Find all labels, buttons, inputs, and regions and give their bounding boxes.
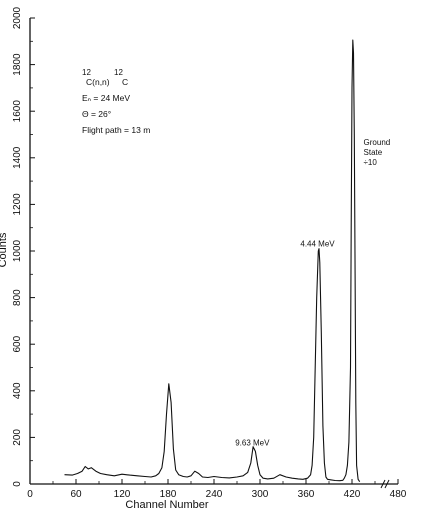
x-tick-label: 480 bbox=[390, 489, 407, 500]
reaction-mass-pre: 12 bbox=[82, 68, 91, 77]
x-tick-label: 300 bbox=[252, 489, 269, 500]
condition-line: Θ = 26° bbox=[82, 109, 111, 119]
x-tick-label: 60 bbox=[70, 489, 82, 500]
spectrum-series-line bbox=[64, 39, 361, 483]
peak-label: 4.44 MeV bbox=[300, 239, 335, 248]
peak-labels: 9.63 MeV 4.44 MeV Ground State ÷10 bbox=[235, 138, 390, 448]
reaction-core: C(n,n) bbox=[86, 77, 110, 87]
peak-label: Ground State ÷10 bbox=[364, 138, 391, 167]
y-tick-label: 1000 bbox=[12, 239, 23, 262]
y-tick-label: 400 bbox=[12, 382, 23, 399]
y-tick-label: 1400 bbox=[12, 146, 23, 169]
y-tick-label: 0 bbox=[12, 481, 23, 487]
x-tick-label: 120 bbox=[114, 489, 131, 500]
x-tick-label: 420 bbox=[344, 489, 361, 500]
reaction-annotation: 12 C(n,n) 12 C bbox=[82, 68, 128, 87]
y-tick-label: 200 bbox=[12, 429, 23, 446]
y-tick-label: 600 bbox=[12, 335, 23, 352]
x-tick-label: 0 bbox=[27, 489, 33, 500]
y-tick-label: 1800 bbox=[12, 53, 23, 76]
y-tick-label: 1600 bbox=[12, 100, 23, 123]
y-tick-label: 800 bbox=[12, 289, 23, 306]
x-axis-title: Channel Number bbox=[125, 499, 208, 511]
y-tick-label: 1200 bbox=[12, 193, 23, 216]
tick-marks bbox=[29, 17, 399, 485]
reaction-element: C bbox=[122, 77, 128, 87]
axis-break-mark bbox=[380, 479, 390, 489]
experiment-conditions: Eₙ = 24 MeV Θ = 26° Flight path = 13 m bbox=[82, 93, 150, 135]
y-tick-label: 2000 bbox=[12, 6, 23, 29]
x-tick-label: 180 bbox=[160, 489, 177, 500]
y-tick-labels: 0 200 400 600 800 1000 1200 1400 1600 1800 2000 bbox=[12, 6, 23, 486]
y-axis-title: Counts bbox=[0, 232, 9, 267]
condition-line: Flight path = 13 m bbox=[82, 125, 150, 135]
x-tick-label: 360 bbox=[298, 489, 315, 500]
x-tick-label: 240 bbox=[206, 489, 223, 500]
reaction-mass-post: 12 bbox=[114, 68, 123, 77]
peak-label: 9.63 MeV bbox=[235, 439, 270, 448]
condition-line: Eₙ = 24 MeV bbox=[82, 93, 130, 103]
x-tick-labels: 0 60 120 180 240 300 360 420 480 bbox=[27, 489, 407, 500]
